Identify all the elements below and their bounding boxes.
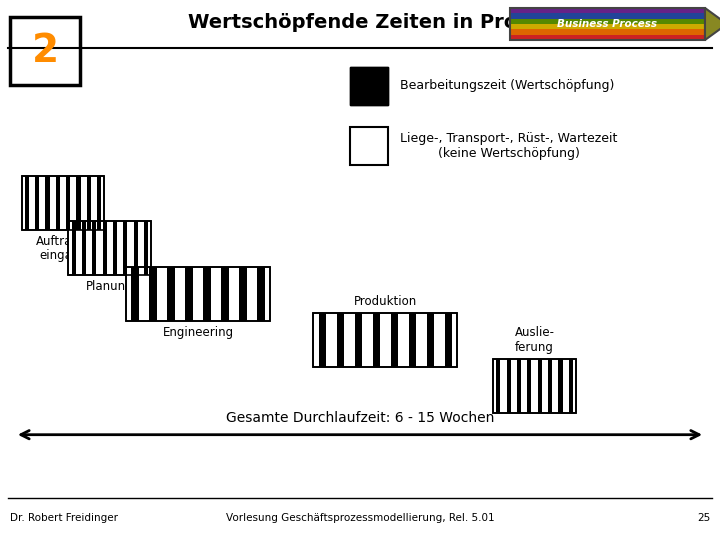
Bar xyxy=(373,313,380,367)
Text: Liege-, Transport-, Rüst-, Wartezeit
(keine Wertschöpfung): Liege-, Transport-, Rüst-, Wartezeit (ke… xyxy=(400,132,617,160)
Bar xyxy=(507,359,510,413)
Bar xyxy=(527,359,531,413)
Bar xyxy=(569,359,573,413)
Bar xyxy=(496,359,500,413)
Bar xyxy=(313,313,457,367)
Text: Engineering: Engineering xyxy=(163,326,233,339)
Bar xyxy=(510,14,705,19)
Text: 2: 2 xyxy=(32,32,58,70)
Bar xyxy=(97,176,102,230)
Bar xyxy=(102,221,107,275)
Bar xyxy=(203,267,210,321)
Bar xyxy=(548,359,552,413)
Bar xyxy=(132,267,139,321)
Bar xyxy=(144,221,148,275)
Bar xyxy=(68,221,151,275)
Text: 25: 25 xyxy=(697,513,710,523)
Bar xyxy=(510,19,705,24)
Bar xyxy=(350,67,388,105)
Bar xyxy=(350,67,388,105)
Bar xyxy=(510,29,705,35)
Bar xyxy=(510,8,705,40)
Bar xyxy=(92,221,96,275)
Bar xyxy=(134,221,138,275)
Bar xyxy=(10,17,80,85)
Bar xyxy=(510,8,705,14)
Bar xyxy=(350,67,388,105)
Bar xyxy=(82,221,86,275)
Text: Vorlesung Geschäftsprozessmodellierung, Rel. 5.01: Vorlesung Geschäftsprozessmodellierung, … xyxy=(225,513,495,523)
Text: Wertschöpfende Zeiten in Prozessen: Wertschöpfende Zeiten in Prozessen xyxy=(188,13,592,32)
Bar xyxy=(391,313,397,367)
Bar xyxy=(510,35,705,40)
Bar xyxy=(517,359,521,413)
Bar xyxy=(123,221,127,275)
Bar xyxy=(426,313,433,367)
Bar xyxy=(76,176,81,230)
Bar xyxy=(350,127,388,165)
Bar xyxy=(150,267,157,321)
Bar xyxy=(24,176,29,230)
Bar xyxy=(559,359,562,413)
Bar xyxy=(493,359,576,413)
Bar xyxy=(538,359,542,413)
Bar xyxy=(68,221,151,275)
Bar xyxy=(87,176,91,230)
Bar xyxy=(66,176,71,230)
Text: Bearbeitungszeit (Wertschöpfung): Bearbeitungszeit (Wertschöpfung) xyxy=(400,79,614,92)
Bar xyxy=(493,359,576,413)
Bar xyxy=(35,176,39,230)
Bar xyxy=(22,176,104,230)
Bar xyxy=(258,267,265,321)
Text: Gesamte Durchlaufzeit: 6 - 15 Wochen: Gesamte Durchlaufzeit: 6 - 15 Wochen xyxy=(226,411,494,424)
Bar xyxy=(445,313,452,367)
Bar xyxy=(186,267,193,321)
Polygon shape xyxy=(705,8,720,40)
Bar xyxy=(337,313,344,367)
Bar xyxy=(45,176,50,230)
Text: Auftrags-
eingang: Auftrags- eingang xyxy=(36,234,90,262)
Bar xyxy=(126,267,270,321)
Bar xyxy=(354,313,361,367)
Bar xyxy=(222,267,229,321)
Text: Produktion: Produktion xyxy=(354,295,417,308)
Bar xyxy=(55,176,60,230)
Bar xyxy=(22,176,104,230)
Bar xyxy=(126,267,270,321)
Text: Dr. Robert Freidinger: Dr. Robert Freidinger xyxy=(10,513,118,523)
Bar xyxy=(409,313,416,367)
Bar xyxy=(167,267,175,321)
Bar xyxy=(510,24,705,29)
Bar xyxy=(319,313,325,367)
Text: Planung: Planung xyxy=(86,280,134,293)
Bar xyxy=(313,313,457,367)
Bar xyxy=(113,221,117,275)
Bar xyxy=(71,221,76,275)
Bar xyxy=(239,267,246,321)
Text: Business Process: Business Process xyxy=(557,19,657,29)
Text: Auslie-
ferung: Auslie- ferung xyxy=(515,326,554,354)
